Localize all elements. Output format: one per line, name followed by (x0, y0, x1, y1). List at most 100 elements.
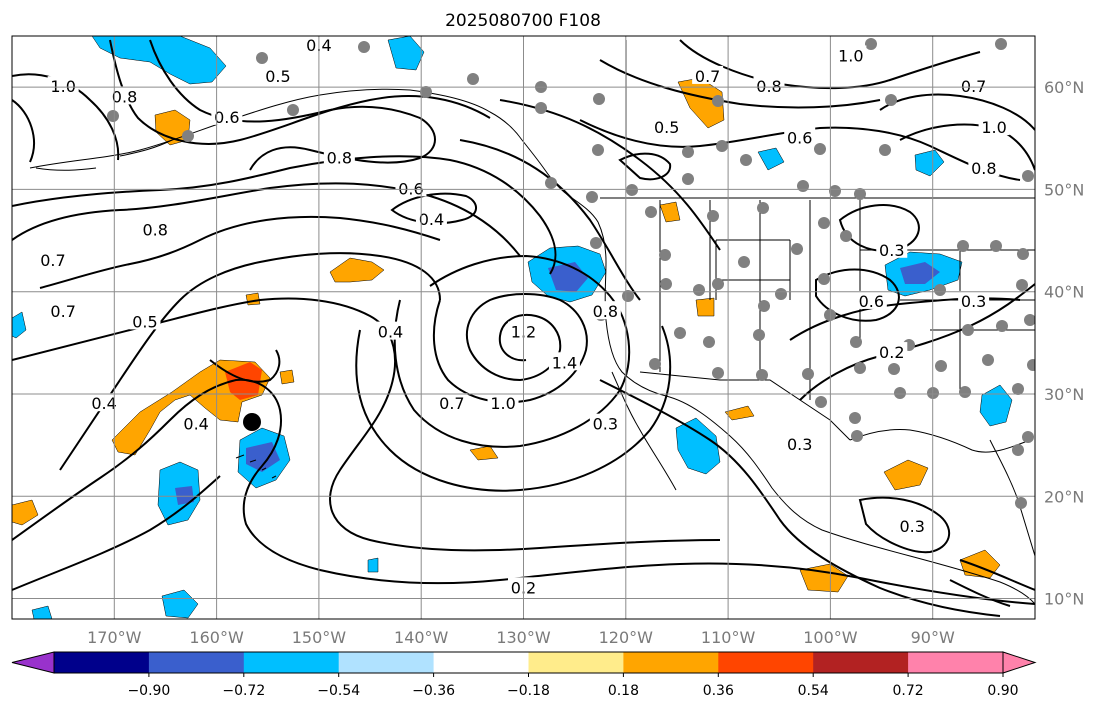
cold-anomaly-core (246, 442, 280, 472)
contour-label: 1.0 (490, 394, 515, 413)
contour-line (209, 349, 281, 383)
contour-line (459, 139, 641, 301)
warm-anomaly-patch (245, 292, 261, 306)
cold-anomaly-patch (675, 417, 721, 475)
colorbar-bin (813, 652, 909, 673)
contour-label: 0.5 (265, 67, 290, 86)
contour-label-bg (47, 301, 79, 320)
cold-anomaly-patch (914, 149, 945, 177)
station-dot (693, 284, 705, 296)
station-dot (182, 130, 194, 142)
contour-line-0.2 (12, 378, 1035, 605)
contour-line (499, 99, 721, 251)
station-dot (996, 320, 1008, 332)
contour-line (879, 93, 1035, 131)
station-dot (815, 396, 827, 408)
station-dot (775, 288, 787, 300)
state-borders (659, 200, 811, 400)
contour-line (149, 39, 436, 171)
station-dot (959, 386, 971, 398)
station-dot (420, 86, 432, 98)
latitude-tick-label: 60°N (1044, 78, 1084, 97)
storm-center-marker (243, 413, 261, 431)
station-dot (888, 363, 900, 375)
warm-anomaly-patch (724, 405, 755, 421)
station-dot (712, 367, 724, 379)
gulf-coastline (849, 429, 1031, 453)
contour-label-bg (896, 515, 928, 534)
longitude-tick-label: 100°W (803, 628, 858, 647)
longitude-tick-label: 90°W (911, 628, 955, 647)
contour-label: 0.3 (961, 292, 986, 311)
station-dot (758, 300, 770, 312)
contour-label: 0.8 (971, 159, 996, 178)
contour-line (109, 39, 491, 145)
colorbar-max-extend (1002, 651, 1037, 674)
contour-label: 0.3 (787, 435, 812, 454)
contour-line (838, 204, 920, 252)
contour-label-bg (968, 157, 1000, 176)
station-dot (797, 180, 809, 192)
station-dot (1012, 383, 1024, 395)
station-dot (358, 41, 370, 53)
colorbar-bin (718, 652, 814, 673)
colorbar-tick-label: 0.54 (798, 683, 829, 699)
station-dot (934, 284, 946, 296)
contour-label: 0.6 (787, 128, 812, 147)
colorbar-tick-label: −0.90 (127, 683, 170, 699)
contour-line (618, 152, 672, 181)
station-dot (1027, 359, 1035, 371)
colorbar-bin (623, 652, 719, 673)
contour-label-bg (262, 65, 294, 84)
contour-label-bg (978, 117, 1010, 136)
colorbar-tick-label: −0.18 (507, 683, 550, 699)
colorbar-bin (908, 652, 1004, 673)
station-dot (682, 146, 694, 158)
latitude-tick-label: 40°N (1044, 283, 1084, 302)
warm-anomaly-patch (469, 445, 499, 461)
cold-anomaly-patch (387, 36, 425, 71)
station-dot (738, 256, 750, 268)
station-dot (682, 173, 694, 185)
station-dot (649, 358, 661, 370)
station-dot (935, 360, 947, 372)
warm-anomaly-patch (12, 499, 39, 526)
contour-label-bg (323, 147, 355, 166)
contour-label: 0.3 (879, 241, 904, 260)
station-dot (757, 202, 769, 214)
contour-label-bg (487, 393, 519, 412)
contour-label: 0.7 (695, 67, 720, 86)
station-dot (716, 140, 728, 152)
station-dot (1012, 444, 1024, 456)
station-dot (660, 278, 672, 290)
contour-line (858, 496, 951, 554)
cold-anomaly-patch (12, 311, 27, 339)
station-dot (962, 324, 974, 336)
latitude-tick-label: 10°N (1044, 590, 1084, 609)
station-dot (593, 93, 605, 105)
longitude-ticks: 170°W 160°W 150°W 140°W 130°W 120°W 110°W 100°W… (87, 628, 955, 647)
longitude-tick-label: 170°W (87, 628, 142, 647)
contour-label: 0.8 (112, 87, 137, 106)
station-dot (894, 387, 906, 399)
station-dot (287, 104, 299, 116)
contour-label-bg (129, 311, 161, 330)
station-dot (802, 368, 814, 380)
hawaii-islands (235, 454, 277, 479)
cold-anomaly-patch (979, 384, 1013, 427)
contour-line (679, 39, 981, 90)
contour-label: 0.8 (142, 220, 167, 239)
station-dot (645, 206, 657, 218)
aleutian-islands (35, 139, 173, 171)
contour-label-bg (548, 352, 580, 371)
coastline (29, 88, 1035, 605)
contour-line (12, 475, 221, 591)
station-dot (791, 243, 803, 255)
contour-label-bg (395, 178, 427, 197)
baja-coastline (611, 371, 677, 491)
colorbar-bin (338, 652, 435, 673)
contour-label: 0.5 (132, 312, 157, 331)
contour-label: 1.0 (838, 46, 863, 65)
station-dot (818, 273, 830, 285)
